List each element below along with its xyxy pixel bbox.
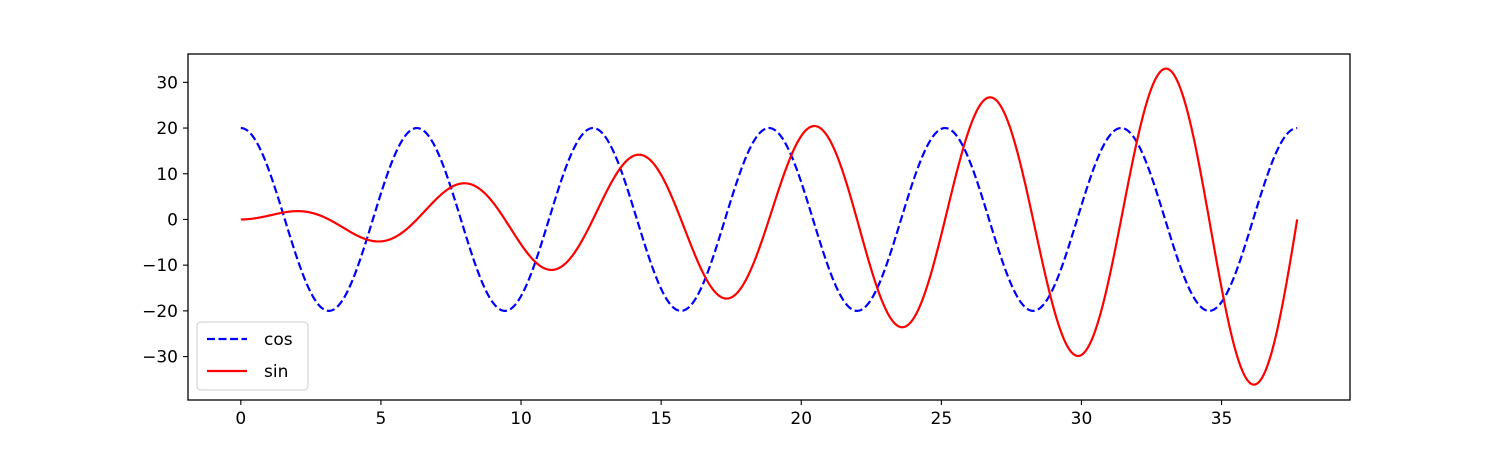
legend-label-sin: sin: [264, 362, 288, 382]
series-layer: [240, 67, 1299, 386]
x-tick-label: 25: [931, 409, 953, 429]
x-tick-label: 0: [235, 409, 246, 429]
x-tick-label: 30: [1071, 409, 1093, 429]
y-tick-label: 0: [167, 210, 178, 230]
series-line-sin: [240, 67, 1299, 386]
y-tick-label: −30: [142, 348, 178, 368]
y-axis: −30 −20 −10 0 10 20 30: [142, 73, 188, 368]
y-tick-label: 30: [156, 73, 178, 93]
x-tick-label: 20: [790, 409, 812, 429]
series-line-cos: [240, 126, 1298, 312]
y-tick-label: −20: [142, 302, 178, 322]
y-tick-label: −10: [142, 256, 178, 276]
y-tick-label: 10: [156, 165, 178, 185]
legend-label-cos: cos: [264, 330, 293, 350]
y-tick-label: 20: [156, 119, 178, 139]
x-tick-label: 15: [650, 409, 672, 429]
x-axis: 0 5 10 15 20 25 30 35: [235, 400, 1232, 429]
x-tick-label: 35: [1211, 409, 1233, 429]
plot-frame: [187, 53, 1351, 401]
legend: cos sin: [196, 321, 309, 391]
x-tick-label: 10: [510, 409, 532, 429]
x-tick-label: 5: [376, 409, 387, 429]
